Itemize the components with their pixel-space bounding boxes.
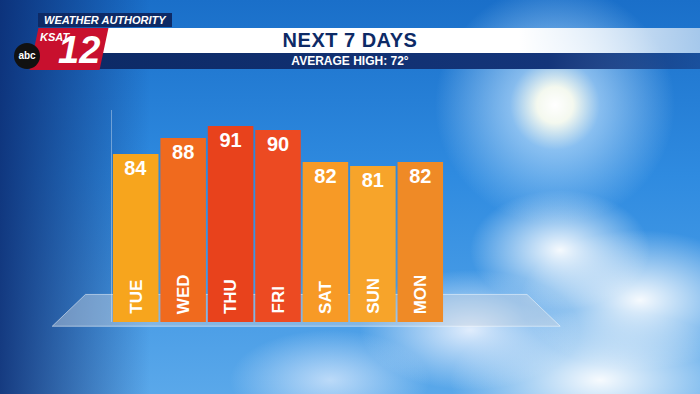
svg-text:91: 91 (219, 129, 241, 151)
svg-text:81: 81 (362, 169, 384, 191)
html-text:WEATHER AUTHORITY: WEATHER AUTHORITY (44, 14, 166, 26)
svg-text:MON: MON (411, 275, 430, 315)
html-text:NEXT 7 DAYS: NEXT 7 DAYS (282, 29, 418, 51)
svg-text:82: 82 (314, 165, 336, 187)
svg-text:FRI: FRI (269, 286, 288, 313)
html-text:AVERAGE HIGH: 72°: AVERAGE HIGH: 72° (291, 54, 409, 68)
html-text:12: 12 (58, 29, 101, 71)
svg-text:WED: WED (174, 274, 193, 314)
svg-text:84: 84 (124, 157, 147, 179)
svg-text:88: 88 (172, 141, 194, 163)
svg-text:SAT: SAT (316, 281, 335, 314)
svg-text:THU: THU (221, 279, 240, 314)
svg-text:82: 82 (409, 165, 431, 187)
svg-text:TUE: TUE (127, 280, 146, 314)
svg-text:SUN: SUN (364, 278, 383, 314)
svg-text:90: 90 (267, 133, 289, 155)
html-text:KSAT: KSAT (40, 31, 70, 43)
html-text:abc: abc (18, 50, 36, 61)
